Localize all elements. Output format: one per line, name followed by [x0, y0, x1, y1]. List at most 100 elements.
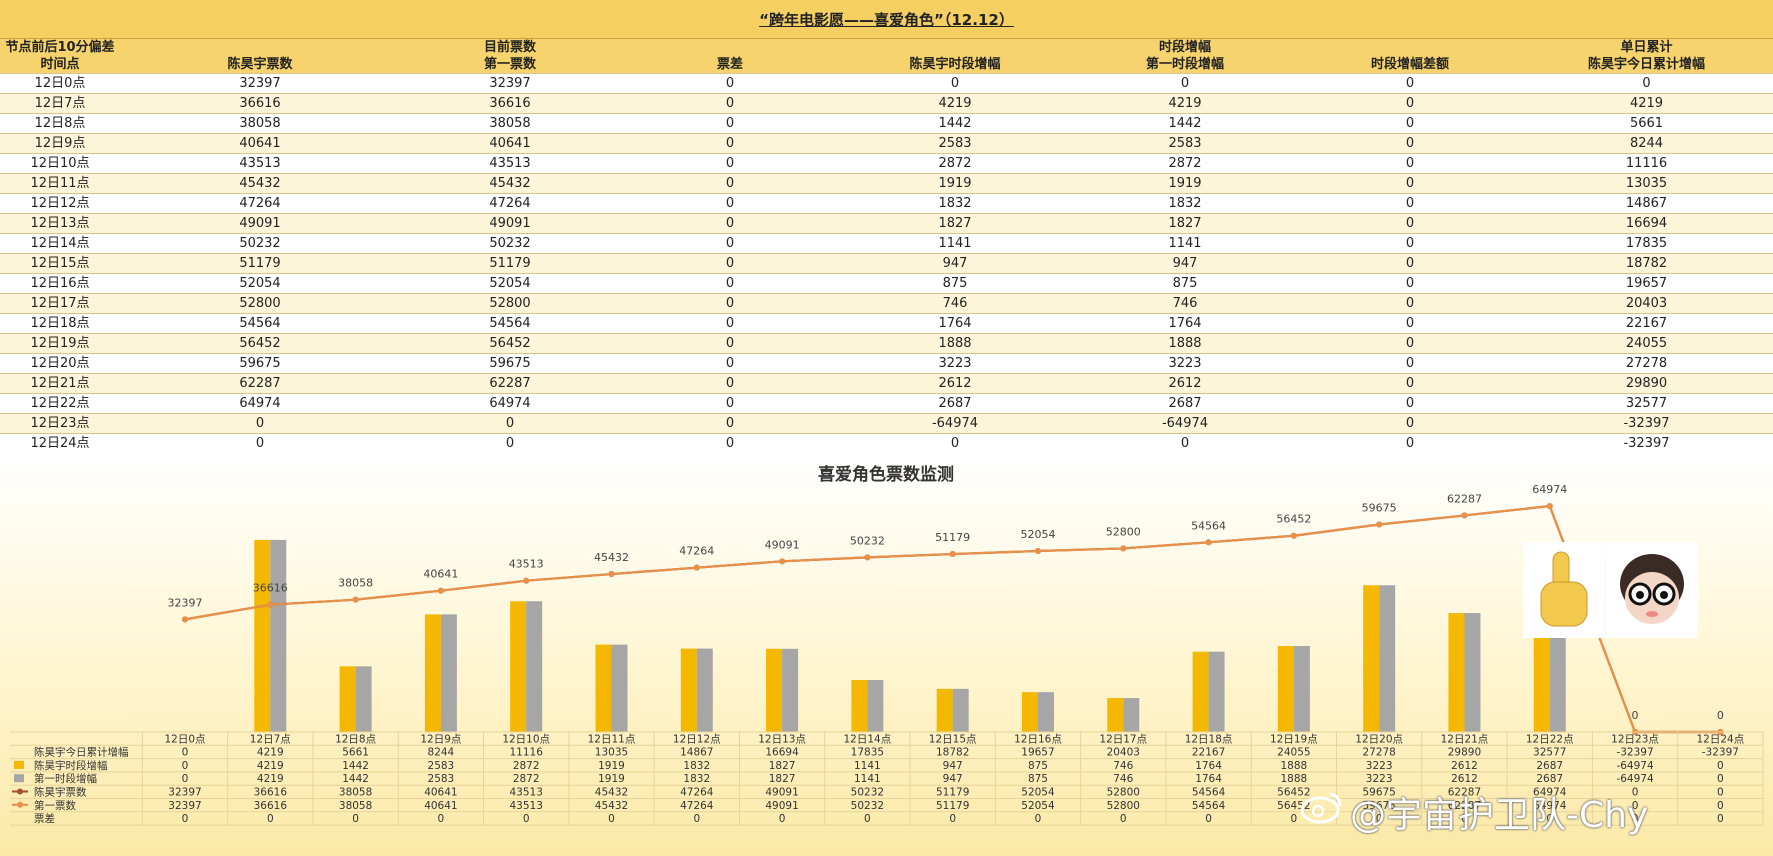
- pointing-finger-sticker: [1523, 542, 1605, 638]
- table-row: 12日19点 56452 56452 0 1888 1888 0 24055: [0, 333, 1773, 354]
- table-row: 12日9点 40641 40641 0 2583 2583 0 8244: [0, 133, 1773, 154]
- value-cell: 1827: [1070, 213, 1300, 234]
- line-data-label: 51179: [935, 531, 970, 544]
- line-data-label: 38058: [338, 577, 373, 590]
- value-cell: 0: [620, 213, 840, 234]
- bar-chen: [680, 648, 697, 732]
- value-cell: 20403: [1520, 293, 1773, 314]
- table-row: 12日8点 38058 38058 0 1442 1442 0 5661: [0, 113, 1773, 134]
- bar-chen: [254, 539, 271, 732]
- table-value: 32397: [168, 787, 201, 799]
- table-value: 0: [1461, 813, 1468, 825]
- table-value: 1888: [1280, 773, 1307, 785]
- time-cell: 12日22点: [0, 393, 120, 414]
- value-cell: 2612: [1070, 373, 1300, 394]
- value-cell: 14867: [1520, 193, 1773, 214]
- value-cell: 49091: [400, 213, 620, 234]
- bar-chen: [1192, 651, 1209, 732]
- table-value: 22167: [1192, 747, 1225, 759]
- table-value: 32397: [168, 800, 201, 812]
- line-point: [1290, 532, 1297, 539]
- time-cell: 12日7点: [0, 93, 120, 114]
- table-value: 0: [1291, 813, 1298, 825]
- value-cell: 64974: [400, 393, 620, 414]
- line-data-label: 56452: [1276, 513, 1311, 526]
- time-cell: 12日13点: [0, 213, 120, 234]
- table-value: 50232: [851, 800, 884, 812]
- table-value: 8244: [428, 747, 455, 759]
- x-tick-label: 12日0点: [164, 733, 205, 745]
- table-value: 746: [1113, 760, 1133, 772]
- table-value: 1442: [342, 773, 369, 785]
- table-value: 24055: [1277, 747, 1310, 759]
- bar-chen: [1107, 698, 1124, 732]
- table-row: 12日18点 54564 54564 0 1764 1764 0 22167: [0, 313, 1773, 334]
- time-cell: 12日17点: [0, 293, 120, 314]
- table-value: 27278: [1362, 747, 1395, 759]
- bar-chen: [1277, 646, 1294, 732]
- value-cell: 0: [840, 73, 1070, 94]
- value-cell: 1888: [840, 333, 1070, 354]
- value-cell: 0: [620, 413, 840, 434]
- table-value: 0: [1717, 800, 1724, 812]
- value-cell: 0: [1300, 313, 1520, 334]
- bar-first: [1123, 698, 1140, 732]
- value-cell: 2583: [840, 133, 1070, 154]
- value-cell: 2687: [1070, 393, 1300, 414]
- value-cell: 0: [620, 153, 840, 174]
- bar-first: [1549, 609, 1566, 732]
- table-value: 0: [1717, 773, 1724, 785]
- table-value: 20403: [1107, 747, 1140, 759]
- value-cell: -64974: [1070, 413, 1300, 434]
- bar-chen: [1363, 585, 1380, 732]
- table-value: 1888: [1280, 760, 1307, 772]
- line-point: [949, 551, 956, 558]
- table-row: 12日10点 43513 43513 0 2872 2872 0 11116: [0, 153, 1773, 174]
- table-value: 1442: [342, 760, 369, 772]
- value-cell: 0: [1300, 193, 1520, 214]
- table-value: 0: [1632, 813, 1639, 825]
- header-cell: [1300, 39, 1520, 56]
- value-cell: 0: [620, 93, 840, 114]
- table-value: 38058: [339, 787, 372, 799]
- value-cell: 2612: [840, 373, 1070, 394]
- line-point: [608, 571, 615, 578]
- table-value: 1764: [1195, 773, 1222, 785]
- value-cell: 0: [1300, 93, 1520, 114]
- table-value: 0: [182, 813, 189, 825]
- value-cell: 2687: [840, 393, 1070, 414]
- value-cell: 0: [120, 413, 400, 434]
- value-cell: 0: [620, 133, 840, 154]
- value-cell: 24055: [1520, 333, 1773, 354]
- value-cell: 875: [840, 273, 1070, 294]
- table-value: 0: [1717, 787, 1724, 799]
- child-face-icon: [1606, 542, 1698, 638]
- line-point: [437, 587, 444, 594]
- table-value: 0: [1717, 760, 1724, 772]
- header-cell: 陈昊宇时段增幅: [840, 56, 1070, 74]
- value-cell: 947: [840, 253, 1070, 274]
- header-cell: [840, 39, 1070, 56]
- value-cell: 0: [1520, 73, 1773, 94]
- table-row: 12日17点 52800 52800 0 746 746 0 20403: [0, 293, 1773, 314]
- line-data-label: 52054: [1020, 528, 1055, 541]
- value-cell: 13035: [1520, 173, 1773, 194]
- table-row: 12日20点 59675 59675 0 3223 3223 0 27278: [0, 353, 1773, 374]
- value-cell: 43513: [400, 153, 620, 174]
- bar-chen: [510, 601, 527, 732]
- table-value: 2872: [513, 760, 540, 772]
- x-tick-label: 12日10点: [502, 733, 550, 745]
- bar-first: [1293, 646, 1310, 732]
- table-value: 13035: [595, 747, 628, 759]
- table-value: 0: [864, 813, 871, 825]
- value-cell: 1764: [1070, 313, 1300, 334]
- table-value: 36616: [254, 800, 288, 812]
- x-tick-label: 12日12点: [673, 733, 721, 745]
- value-cell: 2872: [840, 153, 1070, 174]
- table-value: 0: [1632, 787, 1639, 799]
- child-face-sticker: [1606, 542, 1698, 638]
- weibo-logo-icon: [1300, 792, 1342, 824]
- table-value: 0: [608, 813, 615, 825]
- table-value: 5661: [342, 747, 369, 759]
- table-value: 4219: [257, 747, 284, 759]
